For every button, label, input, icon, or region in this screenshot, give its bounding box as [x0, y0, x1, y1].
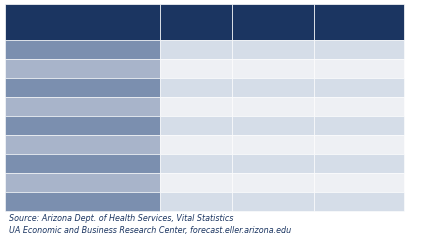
Text: 927: 927	[378, 140, 398, 149]
Text: -7,788: -7,788	[191, 82, 226, 92]
Text: 35-39: 35-39	[13, 159, 44, 169]
Text: Hispanic: Hispanic	[256, 17, 308, 27]
Text: -4,805: -4,805	[363, 102, 398, 111]
Text: 41: 41	[384, 177, 398, 187]
Text: 248: 248	[378, 159, 398, 169]
Text: -21,023: -21,023	[184, 45, 226, 54]
Text: 300: 300	[205, 159, 226, 169]
Text: -95: -95	[290, 64, 308, 74]
Text: 91: 91	[212, 197, 226, 206]
Text: -4,007: -4,007	[191, 120, 226, 131]
Text: Source: Arizona Dept. of Health Services, Vital Statistics
UA Economic and Busin: Source: Arizona Dept. of Health Services…	[9, 214, 291, 235]
Text: 40-44: 40-44	[13, 177, 45, 187]
Text: -2,168: -2,168	[273, 120, 308, 131]
Text: 15-19: 15-19	[13, 82, 44, 92]
Text: 25-29: 25-29	[13, 120, 44, 131]
Text: -12,540: -12,540	[266, 45, 308, 54]
Text: Non-
Hispanic: Non- Hispanic	[346, 11, 398, 33]
Text: 108: 108	[205, 177, 226, 187]
Text: Less Than 15: Less Than 15	[13, 64, 85, 74]
Text: -1,839: -1,839	[363, 120, 398, 131]
Text: 53: 53	[294, 159, 308, 169]
Text: -264: -264	[202, 140, 226, 149]
Text: 45 Plus: 45 Plus	[13, 197, 52, 206]
Text: -4,513: -4,513	[273, 102, 308, 111]
Text: 68: 68	[294, 177, 308, 187]
Text: 20: 20	[294, 197, 308, 206]
Text: -4,715: -4,715	[273, 82, 308, 92]
Text: 72: 72	[384, 197, 398, 206]
Text: -8,483: -8,483	[363, 45, 398, 54]
Text: 30-34: 30-34	[13, 140, 45, 149]
Text: -147: -147	[202, 64, 226, 74]
Text: -52: -52	[381, 64, 398, 74]
Text: -1,191: -1,191	[273, 140, 308, 149]
Text: Total: Total	[13, 45, 38, 54]
Text: Total: Total	[196, 17, 226, 27]
Text: -3,073: -3,073	[363, 82, 398, 92]
Text: -9,318: -9,318	[191, 102, 226, 111]
Text: 20-24: 20-24	[13, 102, 45, 111]
